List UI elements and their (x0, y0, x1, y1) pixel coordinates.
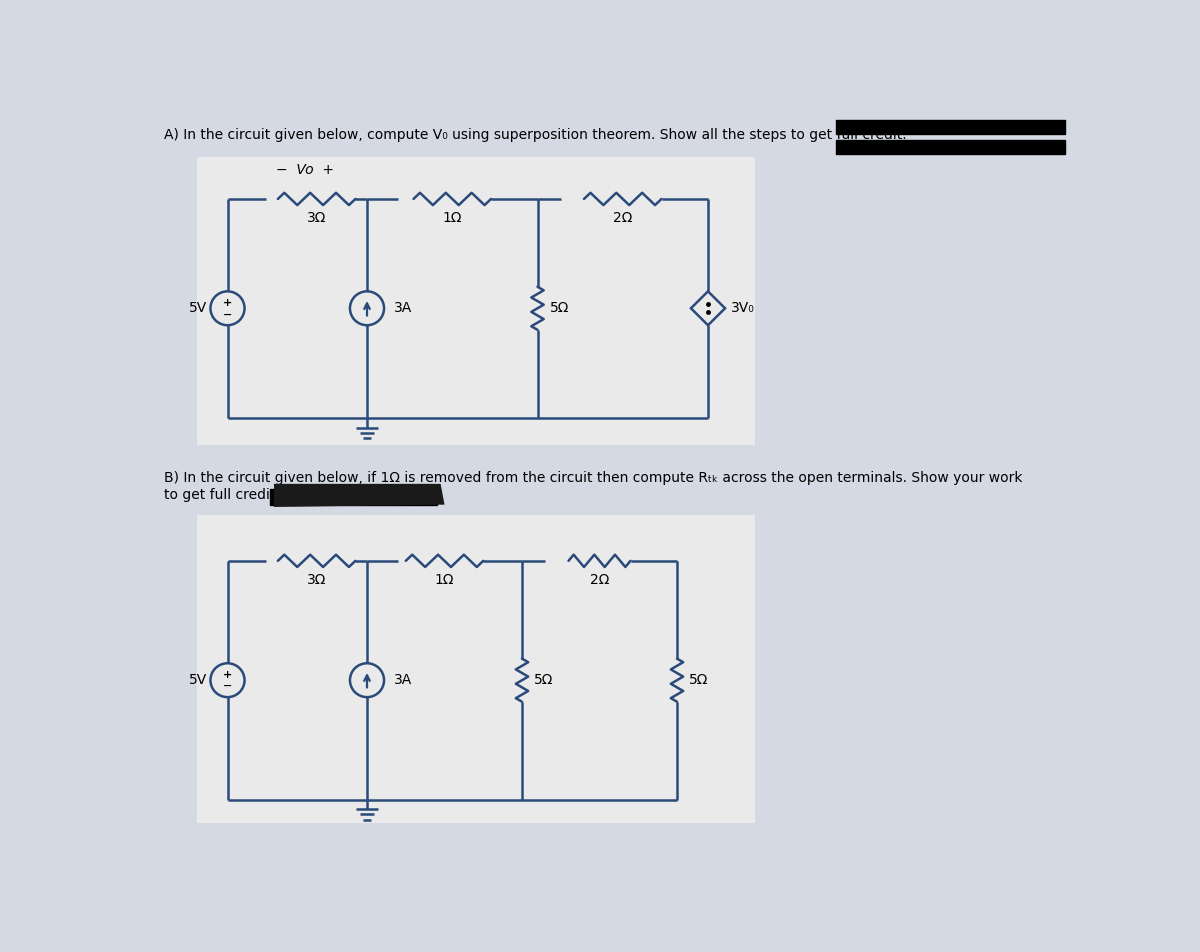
Polygon shape (274, 484, 444, 506)
Text: 3A: 3A (394, 673, 413, 687)
Bar (836, 120, 1064, 134)
Bar (197, 515, 755, 823)
Text: −  Vo  +: − Vo + (276, 164, 334, 177)
Text: to get full credit.: to get full credit. (164, 487, 280, 502)
Text: 5Ω: 5Ω (550, 301, 569, 315)
Text: 3Ω: 3Ω (307, 211, 326, 226)
Text: 5Ω: 5Ω (689, 673, 709, 687)
Text: −: − (223, 309, 232, 320)
Bar (197, 156, 755, 446)
Text: 2Ω: 2Ω (613, 211, 632, 226)
Text: 1Ω: 1Ω (443, 211, 462, 226)
Bar (836, 140, 1064, 153)
Text: +: + (223, 298, 232, 307)
Bar (270, 489, 437, 505)
Text: 3Ω: 3Ω (307, 573, 326, 587)
Text: B) In the circuit given below, if 1Ω is removed from the circuit then compute Rₜ: B) In the circuit given below, if 1Ω is … (164, 470, 1022, 485)
Text: 3A: 3A (394, 301, 413, 315)
Text: 2Ω: 2Ω (590, 573, 610, 587)
Text: 1Ω: 1Ω (434, 573, 455, 587)
Text: 5V: 5V (188, 301, 208, 315)
Text: 5Ω: 5Ω (534, 673, 553, 687)
Text: −: − (223, 682, 232, 691)
Text: 5V: 5V (188, 673, 208, 687)
Text: +: + (223, 670, 232, 680)
Text: A) In the circuit given below, compute V₀ using superposition theorem. Show all : A) In the circuit given below, compute V… (164, 129, 906, 142)
Text: 3V₀: 3V₀ (731, 301, 755, 315)
